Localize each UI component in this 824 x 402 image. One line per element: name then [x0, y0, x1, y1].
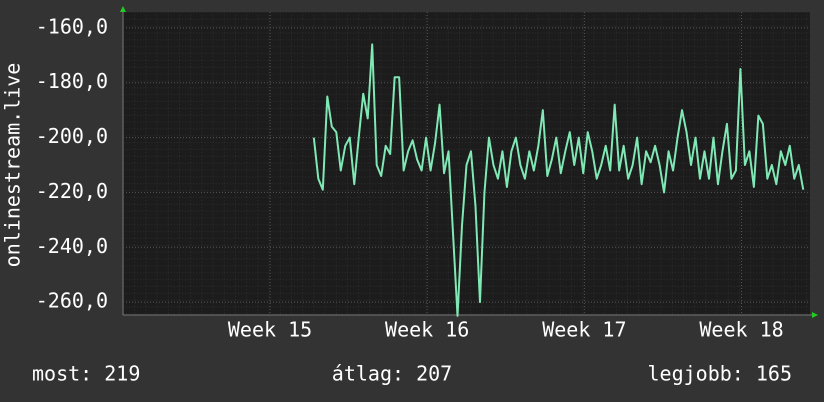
y-tick-label: -260,0 — [36, 289, 108, 313]
y-arrow — [120, 6, 126, 12]
stat-average: átlag: 207 — [332, 362, 452, 386]
x-tick-label: Week 15 — [228, 318, 312, 342]
x-tick-label: Week 18 — [699, 318, 783, 342]
y-tick-label: -200,0 — [36, 124, 108, 148]
y-tick-label: -180,0 — [36, 69, 108, 93]
y-axis-label: onlinestream.live — [1, 63, 25, 268]
stat-current: most: 219 — [32, 362, 140, 386]
y-tick-label: -220,0 — [36, 179, 108, 203]
data-line — [312, 43, 805, 317]
x-tick-label: Week 17 — [542, 318, 626, 342]
x-tick-label: Week 16 — [385, 318, 469, 342]
stat-best: legjobb: 165 — [648, 362, 793, 386]
x-arrow — [812, 312, 818, 318]
y-tick-label: -160,0 — [36, 14, 108, 38]
y-tick-label: -240,0 — [36, 234, 108, 258]
